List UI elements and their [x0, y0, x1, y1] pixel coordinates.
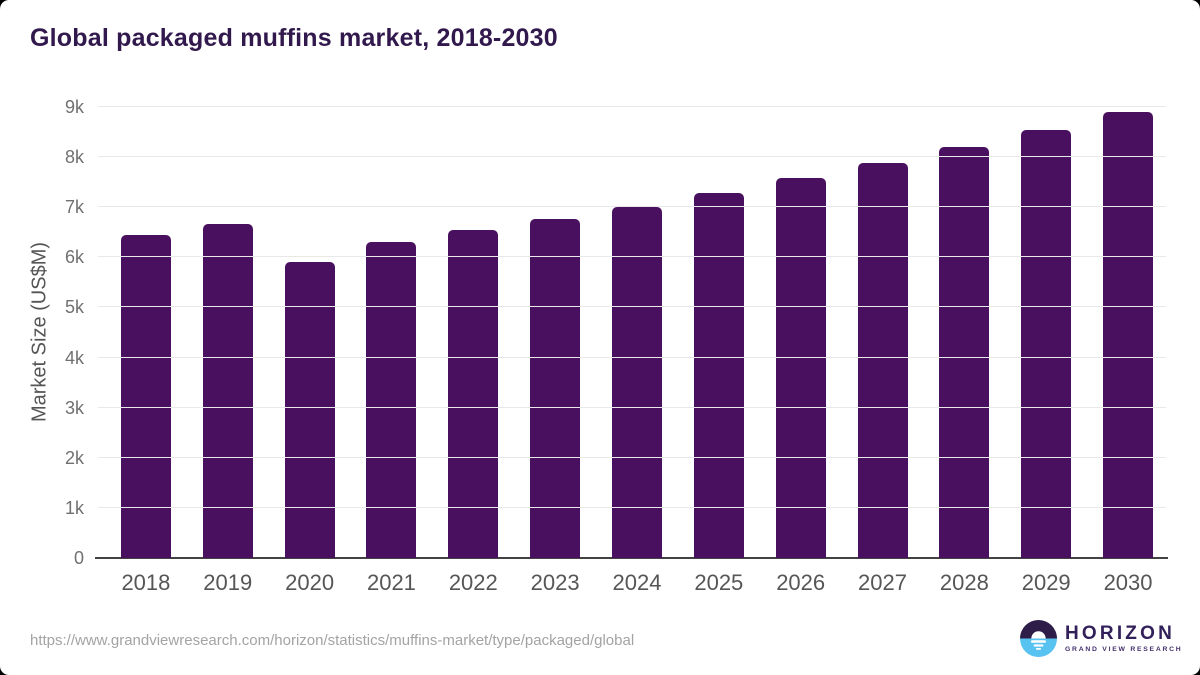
horizon-sun-over-water-icon	[1020, 620, 1057, 657]
bar-slot	[678, 107, 760, 558]
gridline	[98, 206, 1166, 208]
y-tick-label: 4k	[64, 347, 84, 368]
bar-2027[interactable]	[857, 162, 908, 558]
chart-title: Global packaged muffins market, 2018-203…	[30, 24, 558, 52]
plot-area: 0 1k 2k 3k 4k 5k 6k 7k 8k 9k	[65, 98, 1169, 567]
bar-2030[interactable]	[1103, 112, 1154, 558]
gridline	[98, 406, 1166, 408]
bar-2026[interactable]	[775, 178, 826, 558]
gridline	[98, 356, 1166, 358]
bar-2019[interactable]	[202, 224, 253, 558]
x-tick-label: 2021	[366, 570, 416, 595]
gridline	[98, 106, 1166, 107]
y-tick-label: 9k	[64, 97, 84, 117]
bar-2018[interactable]	[120, 234, 171, 558]
bar-slot	[1005, 107, 1087, 558]
gridline	[98, 506, 1166, 508]
gridline	[98, 456, 1166, 458]
x-tick-label: 2020	[285, 570, 335, 595]
bar-slot	[923, 107, 1005, 558]
bar-2022[interactable]	[448, 230, 499, 558]
bar-slot	[596, 107, 678, 558]
x-tick-label: 2028	[939, 570, 989, 595]
bar-slot	[432, 107, 514, 558]
bars-row	[105, 107, 1169, 558]
bar-2021[interactable]	[366, 241, 417, 558]
bar-slot	[351, 107, 433, 558]
x-tick-label: 2027	[858, 570, 907, 595]
bar-2023[interactable]	[530, 219, 581, 558]
gridline	[98, 256, 1166, 258]
logo-text: HORIZON GRAND VIEW RESEARCH	[1065, 624, 1182, 653]
bar-slot	[187, 107, 269, 558]
x-tick-label: 2023	[530, 570, 580, 595]
x-tick-label: 2026	[776, 570, 826, 595]
y-axis-title: Market Size (US$M)	[28, 241, 51, 423]
bar-2029[interactable]	[1021, 129, 1072, 558]
y-tick-label: 7k	[64, 197, 84, 218]
y-tick-label: 0	[73, 548, 84, 568]
gridline	[98, 156, 1166, 158]
bar-2024[interactable]	[611, 207, 662, 558]
x-tick-label: 2025	[694, 570, 744, 595]
bar-2025[interactable]	[693, 192, 744, 558]
bar-slot	[269, 107, 351, 558]
y-tick-label: 3k	[64, 397, 84, 418]
x-tick-label: 2030	[1103, 570, 1153, 595]
bar-slot	[760, 107, 842, 558]
bar-slot	[842, 107, 924, 558]
y-tick-label: 2k	[64, 447, 84, 468]
horizon-logo: HORIZON GRAND VIEW RESEARCH	[1020, 620, 1182, 657]
source-url: https://www.grandviewresearch.com/horizo…	[30, 632, 635, 649]
bar-slot	[105, 107, 187, 558]
x-axis-line	[95, 557, 1168, 559]
bar-slot	[1087, 107, 1169, 558]
x-tick-label: 2018	[121, 570, 171, 595]
x-tick-label: 2019	[203, 570, 253, 595]
y-tick-label: 6k	[64, 247, 84, 268]
x-tick-label: 2024	[612, 570, 662, 595]
y-tick-label: 1k	[64, 497, 84, 518]
gridline	[98, 306, 1166, 308]
y-tick-label: 5k	[64, 297, 84, 318]
x-tick-label: 2022	[448, 570, 498, 595]
logo-name: HORIZON	[1065, 623, 1176, 644]
bar-2028[interactable]	[939, 146, 990, 558]
logo-subtitle: GRAND VIEW RESEARCH	[1065, 646, 1183, 653]
bar-slot	[514, 107, 596, 558]
x-axis-labels: 2018 2019 2020 2021 2022 2023 2024 2025 2026 2027…	[105, 570, 1169, 596]
bar-2020[interactable]	[284, 261, 335, 558]
x-tick-label: 2029	[1021, 570, 1071, 595]
y-tick-label: 8k	[64, 147, 84, 168]
